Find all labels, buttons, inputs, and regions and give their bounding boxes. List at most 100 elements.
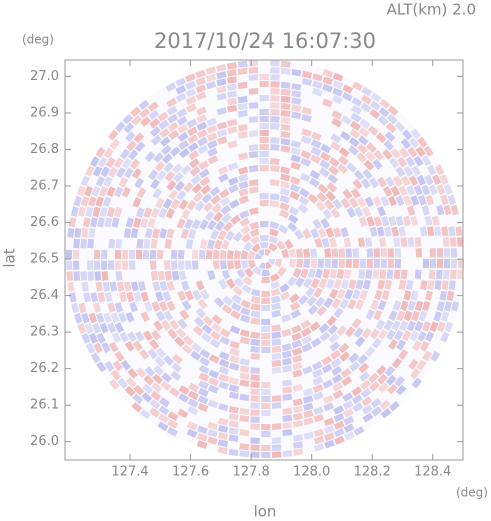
echo-cell (312, 384, 324, 393)
echo-cell (270, 123, 280, 130)
echo-cell (292, 419, 304, 428)
echo-cell (291, 83, 302, 91)
echo-cell (183, 181, 194, 193)
echo-cell (162, 153, 173, 164)
echo-cell (250, 288, 261, 297)
echo-cell (280, 95, 291, 103)
echo-cell (322, 379, 334, 389)
echo-cell (99, 206, 108, 218)
echo-cell (198, 380, 209, 390)
echo-cell (87, 238, 95, 249)
echo-cell (217, 229, 227, 241)
echo-cell (332, 87, 344, 97)
echo-cell (196, 121, 208, 131)
echo-cell (424, 215, 433, 226)
echo-cell (250, 374, 260, 381)
echo-cell (431, 215, 440, 226)
echo-cell (417, 136, 428, 148)
echo-cell (143, 301, 153, 313)
echo-cell (110, 369, 121, 381)
echo-cell (436, 321, 446, 333)
echo-cell (259, 150, 269, 158)
echo-cell (150, 249, 157, 259)
echo-cell (184, 218, 194, 230)
echo-cell (391, 320, 401, 331)
echo-cell (185, 80, 196, 90)
echo-cell (132, 393, 144, 405)
echo-cell (330, 357, 342, 368)
echo-cell (237, 96, 248, 104)
echo-cell (279, 209, 290, 219)
echo-cell (369, 328, 380, 340)
echo-cell (319, 159, 331, 170)
echo-cell (101, 271, 109, 281)
echo-cell (290, 140, 302, 149)
echo-cell (166, 280, 175, 292)
echo-cell (178, 393, 190, 403)
echo-cell (328, 165, 340, 176)
echo-cell (204, 210, 215, 222)
echo-cell (424, 174, 434, 186)
echo-cell (252, 266, 262, 276)
echo-cell (169, 387, 180, 398)
echo-cell (457, 259, 465, 269)
echo-cell (271, 402, 282, 409)
echo-cell (312, 80, 323, 89)
echo-cell (291, 324, 302, 334)
echo-cell (439, 290, 448, 301)
echo-cell (313, 287, 323, 299)
echo-cell (323, 394, 334, 404)
echo-cell (188, 150, 200, 161)
echo-cell (261, 381, 271, 388)
echo-cell (133, 217, 142, 228)
echo-cell (282, 393, 293, 401)
echo-cell (227, 162, 239, 171)
echo-cell (312, 73, 323, 82)
echo-cell (99, 322, 109, 334)
echo-cell (282, 357, 293, 366)
echo-cell (292, 383, 303, 392)
echo-cell (349, 128, 361, 139)
echo-cell (360, 102, 372, 113)
echo-cell (270, 67, 280, 74)
echo-cell (405, 156, 416, 168)
echo-cell (332, 381, 344, 392)
echo-cell (362, 279, 371, 290)
echo-cell (292, 369, 303, 378)
echo-cell (370, 92, 382, 103)
echo-cell (429, 248, 436, 258)
echo-cell (323, 297, 334, 309)
echo-cell (115, 260, 122, 270)
echo-cell (227, 104, 238, 113)
echo-cell (270, 88, 280, 95)
echo-cell (372, 158, 383, 170)
echo-cell (92, 302, 102, 313)
echo-cell (170, 370, 182, 381)
echo-cell (179, 148, 190, 159)
echo-cell (441, 280, 449, 291)
echo-cell (261, 423, 271, 431)
echo-cell (125, 377, 137, 388)
echo-cell (330, 349, 342, 360)
echo-cell (132, 197, 142, 208)
echo-cell (228, 391, 239, 400)
echo-cell (250, 381, 260, 388)
echo-cell (121, 186, 131, 198)
x-tick-label: 128.4 (414, 465, 451, 480)
echo-cell (176, 116, 188, 126)
echo-cell (450, 259, 458, 269)
echo-cell (180, 164, 192, 176)
echo-cell (441, 226, 449, 237)
echo-cell (322, 268, 331, 279)
echo-cell (356, 152, 367, 163)
echo-cell (380, 248, 387, 258)
echo-cell (105, 157, 116, 168)
echo-cell (248, 165, 259, 173)
echo-cell (195, 69, 206, 79)
echo-cell (130, 228, 139, 239)
echo-cell (375, 132, 387, 144)
echo-cell (291, 347, 303, 356)
echo-cell (106, 186, 116, 198)
echo-cell (351, 104, 362, 115)
echo-cell (236, 268, 246, 279)
